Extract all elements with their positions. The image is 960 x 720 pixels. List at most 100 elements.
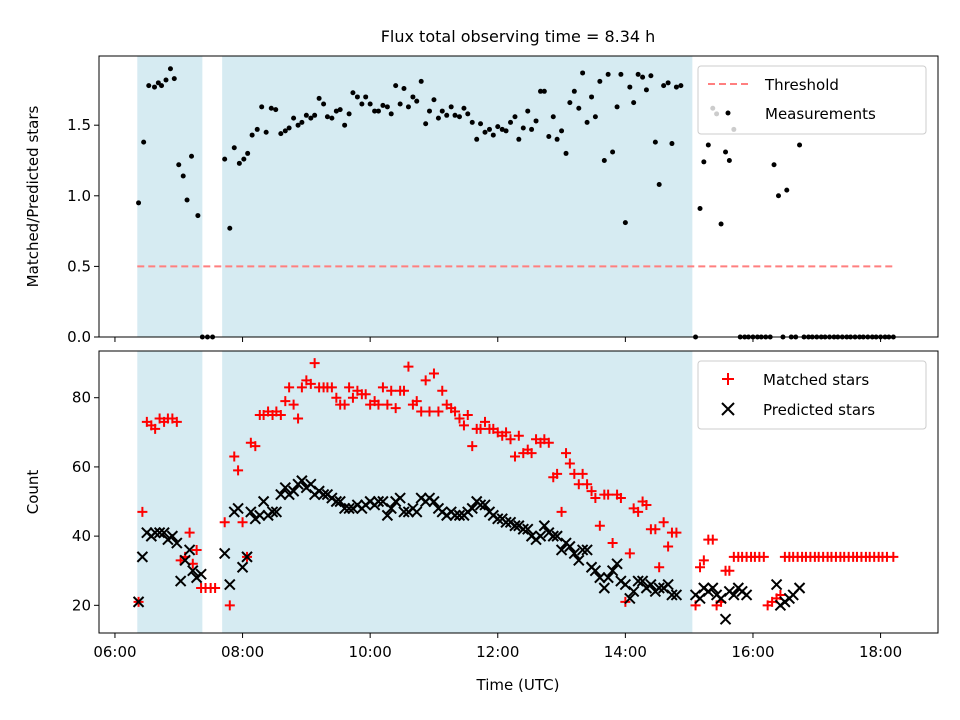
- matched-star-point: [658, 517, 669, 528]
- measurement-point: [268, 105, 274, 111]
- shaded-interval: [137, 56, 203, 337]
- measurement-point: [171, 76, 177, 82]
- measurement-point: [486, 126, 492, 132]
- predicted-star-point: [183, 544, 196, 556]
- measurement-point: [375, 108, 381, 114]
- measurement-point: [241, 156, 247, 162]
- matched-star-point: [229, 451, 240, 462]
- measurement-point: [618, 71, 624, 77]
- measurement-point: [414, 98, 420, 104]
- measurement-point: [665, 80, 671, 86]
- measurement-point: [499, 126, 505, 132]
- measurement-point: [367, 101, 373, 107]
- matched-star-point: [360, 389, 371, 400]
- matched-star-point: [288, 399, 299, 410]
- measurement-point: [610, 149, 616, 155]
- measurement-point: [184, 197, 190, 203]
- measurement-point: [295, 122, 301, 128]
- matched-star-point: [586, 486, 597, 497]
- measurement-point: [597, 78, 603, 84]
- matched-star-point: [339, 399, 350, 410]
- measurement-point: [538, 88, 544, 94]
- measurement-point: [469, 119, 475, 125]
- measurement-point: [622, 220, 628, 226]
- matched-star-point: [275, 410, 286, 421]
- predicted-star-point: [602, 571, 614, 584]
- predicted-star-point: [343, 502, 355, 515]
- measurement-point: [797, 142, 803, 148]
- measurement-point: [456, 114, 462, 120]
- measurement-point: [324, 114, 330, 120]
- predicted-star-point: [372, 495, 385, 508]
- measurement-point: [380, 102, 386, 108]
- y-tick-label: 1.5: [67, 116, 91, 134]
- top-legend-box: [697, 65, 927, 135]
- predicted-star-point: [522, 523, 534, 535]
- bottom-panel: 20 40 60 80 06:00 08:00 10:00 12:00 14:00 16:00 1…: [24, 350, 939, 694]
- measurement-point: [316, 95, 322, 101]
- predicted-star-point: [466, 502, 478, 515]
- top-panel: 0.0 0.5 1.0 1.5 Matched/Predicted stars Thr…: [24, 55, 939, 346]
- measurement-point: [726, 157, 732, 163]
- predicted-star-point: [266, 506, 279, 518]
- predicted-star-point: [662, 578, 674, 591]
- predicted-star-point: [606, 565, 619, 577]
- predicted-star-point: [257, 495, 270, 508]
- matched-star-point: [505, 434, 516, 445]
- legend-predicted-label: Predicted stars: [763, 401, 875, 419]
- predicted-star-point: [171, 537, 183, 549]
- matched-star-point: [450, 406, 461, 417]
- predicted-star-point: [719, 613, 732, 625]
- predicted-star-point: [666, 589, 678, 601]
- measurement-point: [601, 157, 607, 163]
- y-tick-label: 1.0: [67, 187, 91, 205]
- measurement-point: [648, 73, 654, 79]
- predicted-star-point: [317, 488, 330, 501]
- shaded-interval: [222, 56, 693, 337]
- matched-star-point: [454, 413, 465, 424]
- predicted-star-point: [564, 540, 576, 553]
- predicted-star-point: [245, 506, 257, 518]
- predicted-star-point: [158, 526, 170, 539]
- x-tick-label: 18:00: [859, 643, 902, 661]
- x-tick-label: 14:00: [604, 643, 647, 661]
- matched-star-point: [386, 385, 397, 396]
- matched-star-point: [210, 583, 221, 594]
- measurement-point: [337, 107, 343, 113]
- measurement-point: [656, 181, 662, 187]
- matched-star-point: [411, 396, 422, 407]
- matched-star-point: [237, 517, 248, 528]
- x-axis-label: Time (UTC): [476, 676, 560, 694]
- measurement-point: [195, 213, 201, 219]
- measurement-point: [673, 84, 679, 90]
- measurement-point: [426, 108, 432, 114]
- measurement-point: [329, 115, 335, 121]
- matched-star-point: [888, 551, 899, 562]
- measurement-point: [342, 122, 348, 128]
- predicted-star-point: [136, 551, 149, 563]
- measurement-point: [529, 126, 535, 132]
- matched-star-point: [654, 562, 665, 573]
- measurement-point: [222, 156, 228, 162]
- predicted-star-point: [449, 509, 461, 522]
- measurement-point: [631, 100, 637, 106]
- legend-predicted-swatch: [721, 402, 735, 416]
- top-y-ticks: 0.0 0.5 1.0 1.5: [67, 116, 99, 346]
- matched-star-point: [475, 423, 486, 434]
- measurement-point: [775, 193, 781, 199]
- measurement-point: [718, 221, 724, 227]
- predicted-star-point: [279, 481, 292, 494]
- measurement-point: [259, 104, 265, 110]
- matched-star-point: [284, 382, 295, 393]
- top-legend: Threshold Measurements: [697, 65, 927, 135]
- predicted-star-point: [611, 558, 623, 570]
- matched-star-point: [480, 416, 491, 427]
- predicted-star-point: [793, 582, 806, 594]
- matched-star-point: [615, 493, 626, 504]
- matched-star-point: [344, 382, 355, 393]
- matched-star-point: [293, 413, 304, 424]
- measurement-point: [495, 124, 501, 130]
- measurement-point: [273, 107, 279, 113]
- measurement-point: [589, 94, 595, 100]
- measurement-point: [563, 150, 569, 156]
